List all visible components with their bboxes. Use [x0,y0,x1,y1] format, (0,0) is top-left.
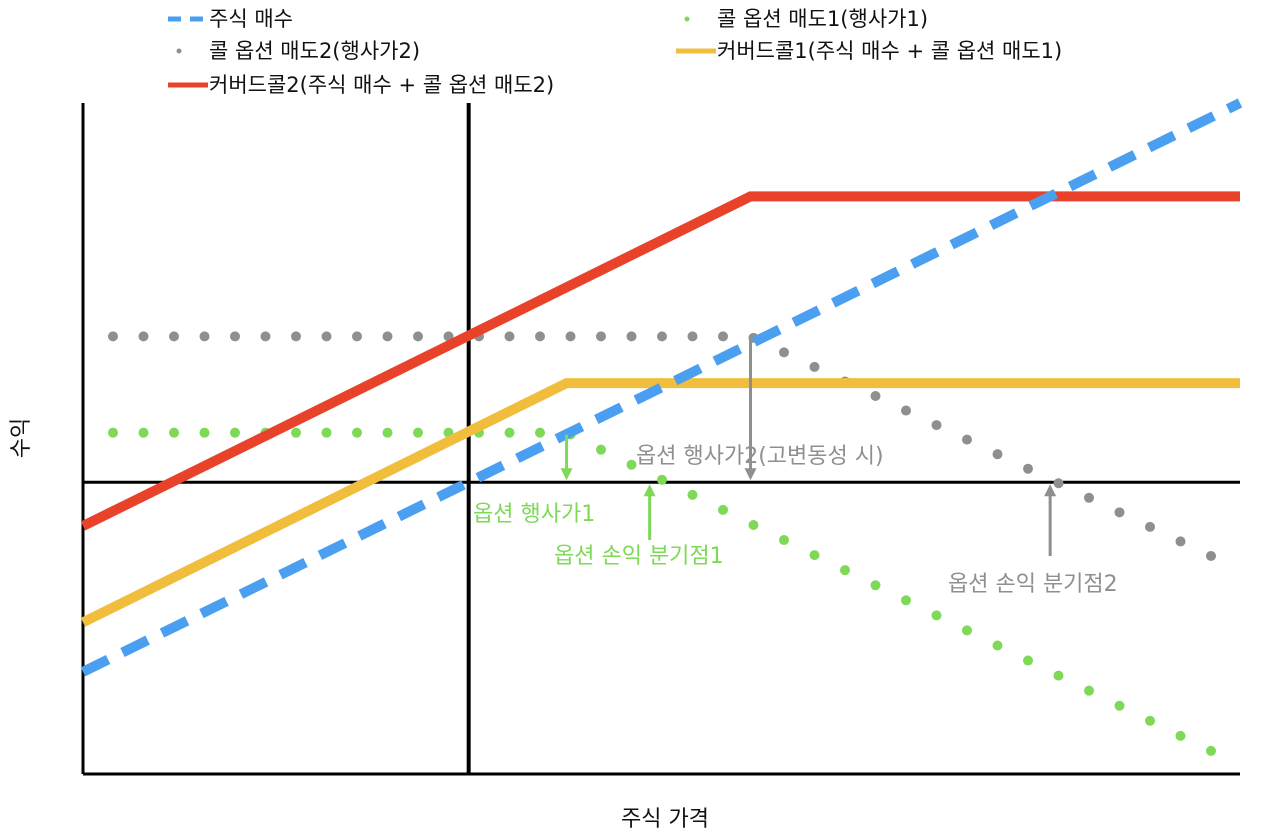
series-call2-point [1206,550,1216,561]
series-call2-point [779,347,789,358]
series-call2-point [657,331,667,342]
series-call2-point [596,331,606,342]
series-call2-point [901,405,911,416]
x-axis-label: 주식 가격 [621,807,709,832]
series-call1-point [870,580,881,591]
series-call2-point [382,331,393,342]
series-call2-point [413,331,423,342]
series-call1-point [1145,715,1155,726]
series-call2-point [870,390,881,401]
series-call1-point [992,640,1003,651]
strike1-arrow [560,434,573,481]
series-call2-point [504,331,515,342]
series-call1-point [657,474,667,485]
series-call1-point [413,427,423,438]
series-call1-point [1206,745,1216,756]
series-call1-point [169,427,179,438]
strike2-label: 옵션 행사가2(고변동성 시) [636,444,884,469]
series-layer [80,98,1243,756]
series-call1-point [321,427,332,438]
series-call2-point [535,331,545,342]
series-call2-point [931,420,942,431]
legend-label-covered1: 커버드콜1(주식 매수 + 콜 옵션 매도1) [717,39,1062,63]
series-call1-point [748,519,759,530]
series-call1-point [901,595,911,606]
series-call2-point [199,331,210,342]
legend-label-stock: 주식 매수 [209,7,293,31]
series-call1-point [1114,700,1125,711]
series-call1-point [535,427,545,438]
series-call1-point [779,535,789,546]
series-call1-point [840,565,850,576]
series-call2-point [230,331,240,342]
strike1-label: 옵션 행사가1 [473,502,595,527]
series-call2-point [108,331,118,342]
annotations: 옵션 행사가1 옵션 손익 분기점1 옵션 행사가2(고변동성 시) 옵션 손익 분기… [473,338,1118,597]
series-call2-point [169,331,179,342]
legend: 주식 매수콜 옵션 매도2(행사가2) 커버드콜2(주식 매수 + 콜 옵션 매도… [168,7,1062,97]
strike2-arrow [744,338,757,481]
breakeven2-arrow [1044,484,1057,556]
series-call1-point [504,427,515,438]
series-call1-point [382,427,393,438]
series-call2-point [1145,521,1155,532]
series-call2-point [687,331,698,342]
series-call2-point [352,331,362,342]
series-call1-point [138,427,149,438]
series-call2-point [291,331,301,342]
series-call2-point [260,331,271,342]
series-call2-point [1114,507,1125,518]
series-call2-point [626,331,637,342]
series-covered2-line [80,191,1240,531]
series-call2-point [718,331,728,342]
series-stock-line [80,98,1243,677]
series-call1-point [1023,655,1033,666]
legend-label-covered2: 커버드콜2(주식 매수 + 콜 옵션 매도2) [209,73,554,97]
series-call1-point [809,550,820,561]
legend-item-covered1: 커버드콜1(주식 매수 + 콜 옵션 매도1) [676,39,1062,63]
series-call2-point [809,361,820,372]
series-call1-point [1053,670,1064,681]
series-call1 [108,427,1216,756]
series-call1-point [230,427,240,438]
series-call1-point [352,427,362,438]
series-call2-point [962,434,972,445]
series-call1-point [199,427,210,438]
series-call2-point [1023,463,1033,474]
series-call1-point [596,444,606,455]
series-call1-point [108,427,118,438]
breakeven1-arrow [643,484,656,540]
series-call1-point [687,489,698,500]
legend-item-stock: 주식 매수 [168,7,293,31]
series-call2-point [565,331,576,342]
legend-item-call2: 콜 옵션 매도2(행사가2) [176,39,420,63]
series-call2-point [1084,492,1094,503]
breakeven2-label: 옵션 손익 분기점2 [948,572,1118,597]
series-call1-point [1084,685,1094,696]
series-call2-point [992,449,1003,460]
y-axis-label: 수익 [9,418,34,458]
legend-item-call1: 콜 옵션 매도1(행사가1) [684,7,928,31]
legend-label-call1: 콜 옵션 매도1(행사가1) [717,7,928,31]
series-call2-point [138,331,149,342]
series-call1-point [1175,730,1186,741]
legend-label-call2: 콜 옵션 매도2(행사가2) [209,39,420,63]
series-call1-point [962,625,972,636]
series-call2-point [1053,478,1064,489]
series-call1-point [626,459,637,470]
series-call1-point [931,610,942,621]
series-call1-point [291,427,301,438]
series-call2-point [321,331,332,342]
legend-swatch-call1 [684,16,690,22]
series-call1-point [718,504,728,515]
breakeven1-label: 옵션 손익 분기점1 [554,544,724,569]
legend-item-covered2: 커버드콜2(주식 매수 + 콜 옵션 매도2) [168,73,554,97]
series-covered1-line [80,378,1240,627]
legend-swatch-call2 [176,48,182,54]
series-call2-point [1175,536,1186,547]
